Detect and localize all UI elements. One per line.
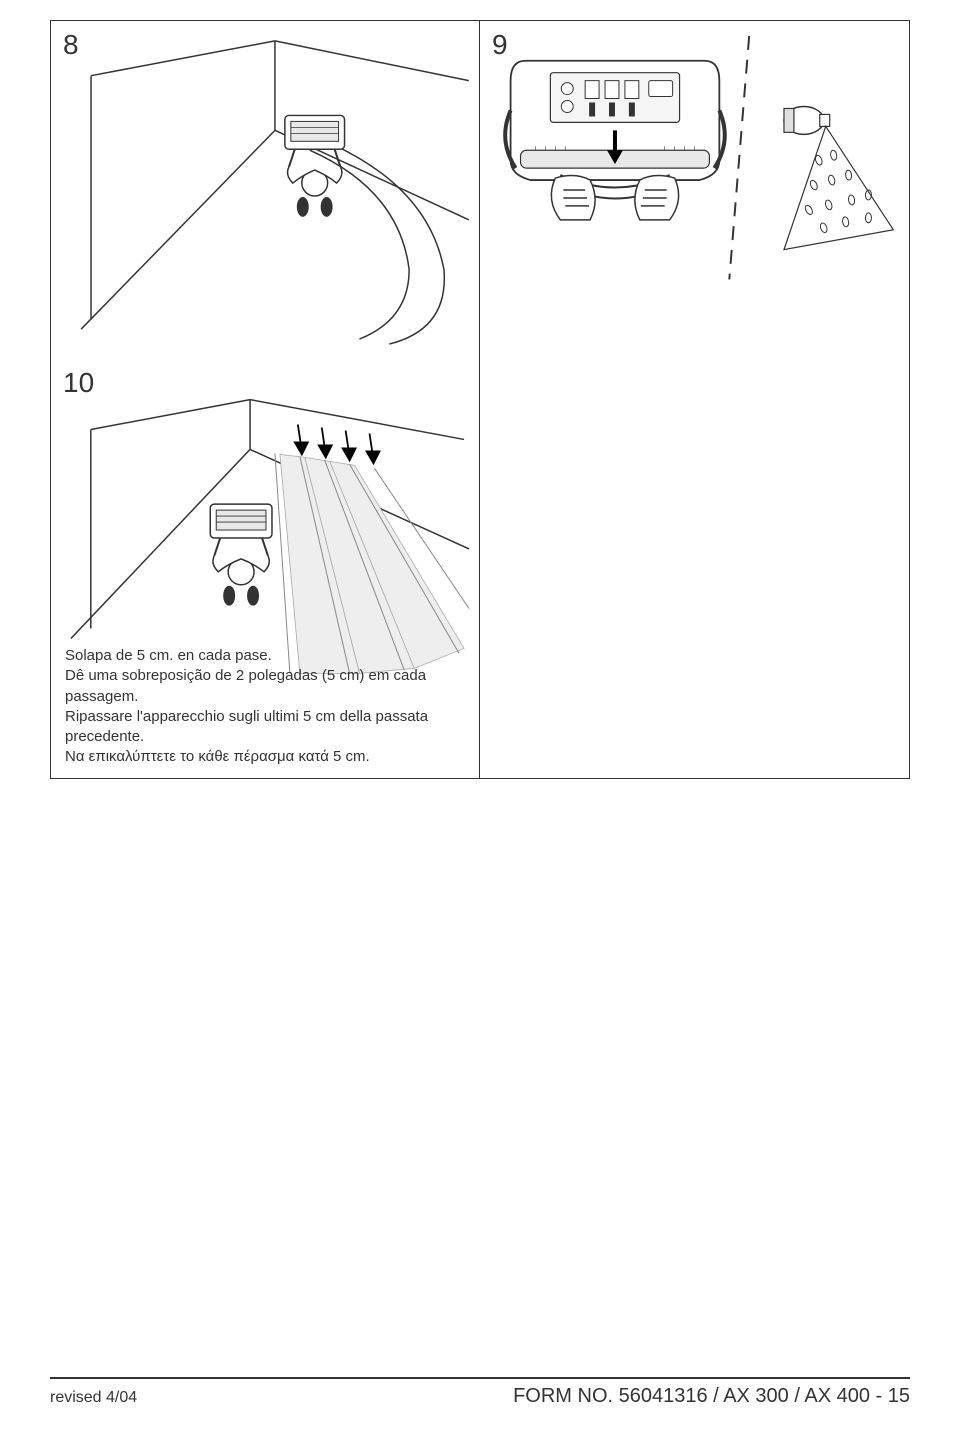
panel-10: 10	[50, 359, 480, 779]
page: 8	[0, 0, 960, 1438]
caption-line: Solapa de 5 cm. en cada pase.	[65, 646, 465, 666]
panel-9: 9	[480, 20, 910, 360]
panel-9-illustration	[480, 21, 909, 359]
page-footer: revised 4/04 FORM NO. 56041316 / AX 300 …	[50, 1377, 910, 1408]
caption-line: Ripassare l'apparecchio sugli ultimi 5 c…	[65, 707, 465, 748]
bottom-row: 10	[50, 359, 910, 779]
footer-form-no: FORM NO. 56041316 / AX 300 / AX 400 - 15	[513, 1385, 910, 1408]
panel-8-illustration	[51, 21, 479, 359]
caption-line: Dê uma sobreposição de 2 polegadas (5 cm…	[65, 666, 465, 707]
panel-10-caption: Solapa de 5 cm. en cada pase. Dê uma sob…	[65, 646, 465, 768]
caption-line: Να επικαλύπτετε το κάθε πέρασμα κατά 5 c…	[65, 747, 465, 767]
panel-10-illustration	[51, 389, 479, 679]
top-row: 8	[50, 20, 910, 360]
panel-8: 8	[50, 20, 480, 360]
panel-empty	[480, 359, 910, 779]
footer-revised: revised 4/04	[50, 1389, 137, 1407]
